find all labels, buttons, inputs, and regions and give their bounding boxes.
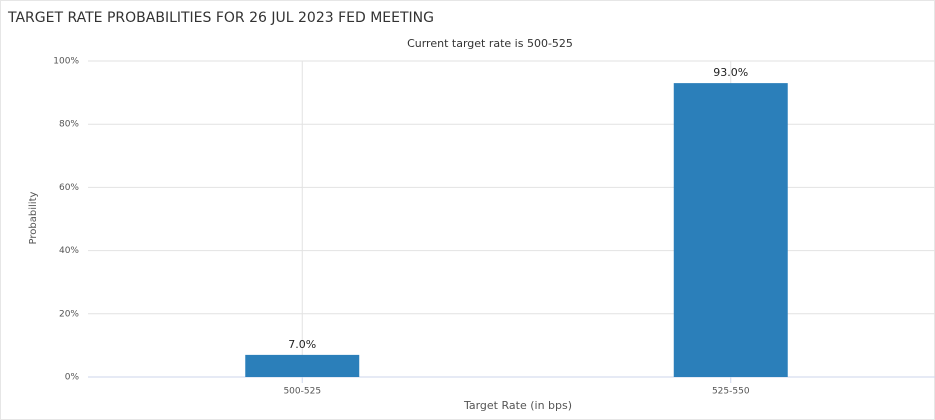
y-tick-label: 80% [59, 120, 79, 130]
y-tick-label: 20% [59, 309, 79, 319]
y-tick-label: 0% [65, 373, 80, 383]
y-tick-label: 40% [59, 246, 79, 256]
y-tick-label: 60% [59, 183, 79, 193]
chart-title: TARGET RATE PROBABILITIES FOR 26 JUL 202… [7, 10, 434, 26]
x-axis-label: Target Rate (in bps) [463, 399, 572, 412]
y-axis-label: Probability [28, 191, 39, 244]
value-label: 7.0% [288, 338, 316, 351]
bar [673, 83, 788, 378]
x-tick-label: 500-525 [283, 387, 321, 397]
value-label: 93.0% [713, 66, 748, 79]
y-tick-label: 100% [53, 57, 79, 67]
x-tick-label: 525-550 [712, 387, 750, 397]
bar [245, 354, 360, 377]
chart-subtitle: Current target rate is 500-525 [407, 37, 573, 50]
